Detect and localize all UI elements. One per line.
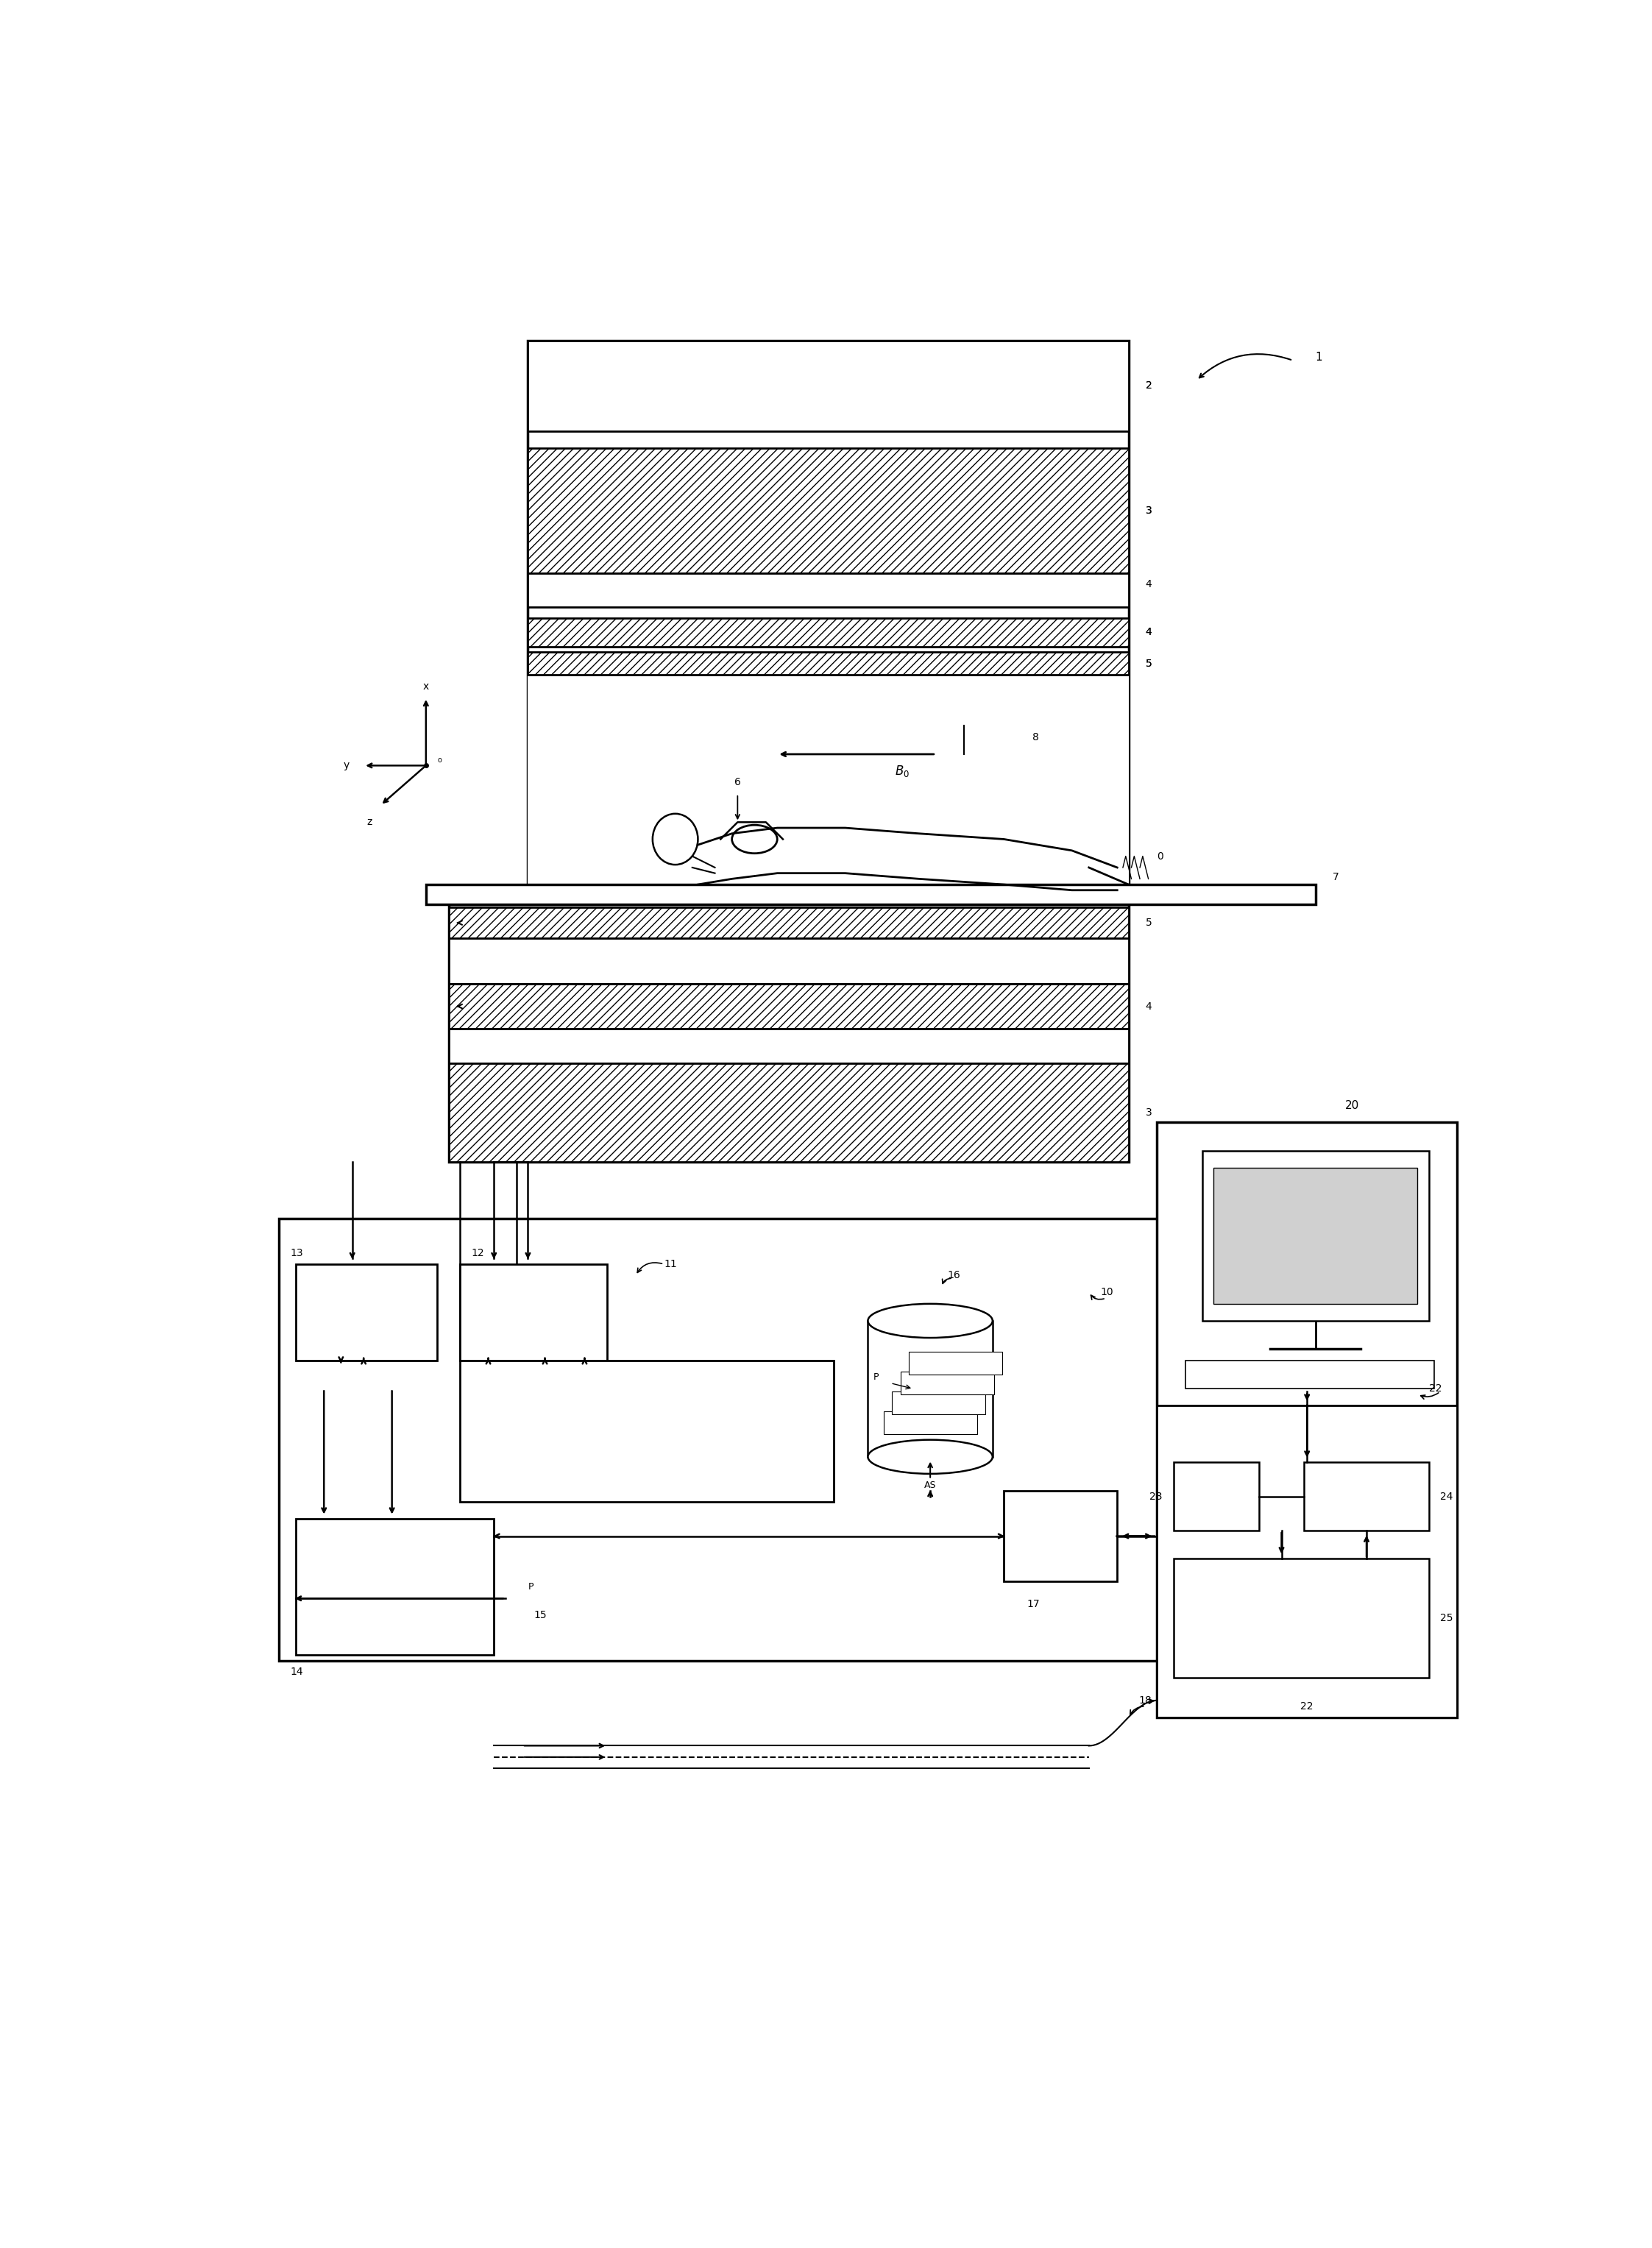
Ellipse shape: [653, 814, 697, 865]
Text: 1: 1: [1315, 353, 1323, 364]
Text: 8: 8: [1032, 733, 1039, 742]
Bar: [1156, 1122, 1457, 1717]
Bar: [459, 1263, 608, 1360]
Bar: [449, 1030, 1128, 1063]
Bar: [867, 1322, 993, 1457]
Bar: [449, 904, 1128, 1162]
Text: P: P: [529, 1583, 534, 1592]
Text: 25: 25: [1441, 1614, 1454, 1623]
Text: 23: 23: [1150, 1490, 1163, 1502]
Text: P: P: [874, 1374, 879, 1383]
Bar: [1303, 1463, 1429, 1531]
Bar: [449, 937, 1128, 985]
Text: 3: 3: [1145, 506, 1151, 515]
Text: 17: 17: [1026, 1598, 1039, 1610]
Ellipse shape: [867, 1439, 993, 1475]
Text: 12: 12: [471, 1248, 484, 1259]
Text: 14: 14: [291, 1668, 302, 1677]
Text: 16: 16: [947, 1270, 960, 1281]
Text: 10: 10: [1100, 1288, 1113, 1297]
Text: x: x: [423, 681, 430, 692]
Bar: [529, 342, 1128, 890]
Bar: [1175, 1558, 1429, 1677]
Text: 5: 5: [1145, 917, 1151, 928]
Text: 2: 2: [1145, 380, 1151, 391]
Bar: [529, 618, 1128, 647]
Bar: [529, 447, 1128, 573]
Bar: [296, 1263, 438, 1360]
Text: 3: 3: [1145, 1108, 1151, 1117]
Text: 6: 6: [733, 778, 740, 787]
Text: 24: 24: [1441, 1490, 1454, 1502]
Bar: [449, 908, 1128, 937]
Bar: [1184, 1360, 1434, 1389]
Text: 22: 22: [1429, 1383, 1442, 1394]
Text: 0: 0: [1156, 852, 1163, 861]
Bar: [529, 652, 1128, 674]
Text: 4: 4: [1145, 627, 1151, 638]
Bar: [296, 1520, 494, 1655]
Bar: [529, 674, 1128, 890]
Text: 18: 18: [1138, 1695, 1151, 1706]
Bar: [449, 985, 1128, 1030]
Text: 4: 4: [1145, 627, 1151, 638]
Bar: [884, 1412, 976, 1434]
Text: AS: AS: [923, 1481, 937, 1490]
Text: 20: 20: [1345, 1099, 1360, 1111]
Text: z: z: [367, 816, 372, 827]
Text: 5: 5: [1145, 659, 1151, 668]
Bar: [1214, 1167, 1417, 1304]
Bar: [1156, 1405, 1457, 1717]
Text: 7: 7: [1333, 872, 1340, 883]
Text: 3: 3: [1145, 506, 1151, 515]
Bar: [900, 1371, 995, 1394]
Text: 11: 11: [664, 1259, 677, 1270]
Bar: [1175, 1463, 1259, 1531]
Text: 13: 13: [291, 1248, 302, 1259]
Ellipse shape: [867, 1304, 993, 1338]
Bar: [426, 883, 1315, 904]
Text: 22: 22: [1300, 1702, 1313, 1711]
Bar: [529, 573, 1128, 607]
Bar: [892, 1392, 986, 1414]
Text: y: y: [344, 760, 350, 771]
Text: 5: 5: [1145, 659, 1151, 668]
Text: 4: 4: [1145, 1000, 1151, 1012]
Bar: [1004, 1490, 1117, 1580]
Text: $B_0$: $B_0$: [894, 764, 909, 778]
Bar: [1203, 1151, 1429, 1322]
Text: 2: 2: [1145, 380, 1151, 391]
Text: 15: 15: [534, 1610, 547, 1621]
Text: 4: 4: [1145, 580, 1151, 589]
Bar: [529, 342, 1128, 432]
Bar: [909, 1351, 1003, 1374]
Text: o: o: [438, 755, 441, 764]
Bar: [449, 1063, 1128, 1162]
Bar: [459, 1360, 834, 1502]
Bar: [279, 1218, 1242, 1661]
